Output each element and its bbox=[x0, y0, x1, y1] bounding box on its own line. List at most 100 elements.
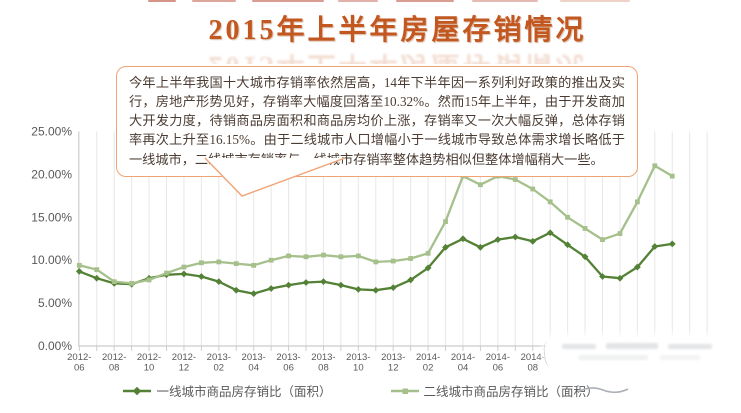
data-point-marker bbox=[581, 253, 589, 261]
data-point-marker bbox=[251, 262, 257, 268]
data-point-marker bbox=[564, 241, 572, 249]
data-point-marker bbox=[512, 177, 518, 182]
data-point-marker bbox=[443, 219, 448, 224]
data-point-marker bbox=[634, 199, 640, 205]
watermark-squiggle bbox=[577, 387, 629, 394]
data-point-marker bbox=[146, 277, 152, 283]
cropped-text-artifact bbox=[338, 0, 378, 2]
data-point-marker bbox=[337, 281, 345, 289]
data-point-marker bbox=[181, 264, 187, 270]
x-tick-label: 2014-04 bbox=[451, 352, 475, 374]
legend-marker-tier1-line-icon bbox=[123, 386, 152, 395]
x-tick-label: 2012-10 bbox=[137, 352, 161, 374]
x-tick-label: 2013-12 bbox=[381, 352, 405, 374]
chart-legend: 一线城市商品房存销比（面积） 二线城市商品房存销比（面积） bbox=[0, 381, 731, 400]
data-point-marker bbox=[250, 290, 258, 298]
data-point-marker bbox=[669, 173, 675, 179]
legend-marker-tier2-line-icon bbox=[390, 388, 419, 394]
x-tick-label: 2012-08 bbox=[102, 352, 126, 374]
data-point-marker bbox=[565, 214, 571, 220]
data-point-marker bbox=[94, 267, 100, 273]
x-tick-label: 2013-04 bbox=[242, 352, 266, 374]
data-point-marker bbox=[197, 273, 205, 280]
watermark-blur bbox=[542, 339, 739, 377]
data-point-marker bbox=[75, 267, 83, 275]
data-point-marker bbox=[459, 235, 467, 243]
y-tick-label: 25.00% bbox=[31, 125, 72, 139]
x-tick-label: 2013-08 bbox=[311, 352, 335, 374]
y-tick-label: 5.00% bbox=[38, 296, 72, 310]
data-point-marker bbox=[215, 278, 223, 286]
data-point-marker bbox=[302, 279, 310, 286]
cropped-text-artifact bbox=[560, 0, 630, 2]
x-tick-label: 2014-06 bbox=[486, 352, 510, 374]
callout-text: 今年上半年我国十大城市存销率依然居高，14年下半年因一系列利好政策的推出及实行，… bbox=[129, 75, 625, 167]
data-point-marker bbox=[286, 253, 291, 259]
data-point-marker bbox=[389, 284, 397, 292]
data-point-marker bbox=[164, 270, 169, 276]
data-point-marker bbox=[408, 256, 414, 261]
page-title: 2015年上半年房屋存销情况 bbox=[208, 15, 587, 46]
data-point-marker bbox=[494, 236, 502, 244]
data-point-marker bbox=[651, 243, 659, 250]
data-point-marker bbox=[268, 257, 274, 263]
data-point-marker bbox=[652, 163, 658, 169]
y-axis-labels: 0.00% 5.00% 10.00% 15.00% 20.00% 25.00% bbox=[31, 125, 72, 354]
data-point-marker bbox=[216, 259, 222, 265]
data-point-marker bbox=[267, 285, 275, 292]
legend-item-tier1: 一线城市商品房存销比（面积） bbox=[122, 381, 332, 400]
data-point-marker bbox=[407, 276, 415, 284]
data-point-marker bbox=[93, 274, 101, 282]
data-point-marker bbox=[546, 229, 554, 237]
data-point-marker bbox=[582, 226, 588, 231]
data-point-marker bbox=[285, 281, 292, 289]
y-tick-label: 20.00% bbox=[31, 167, 72, 181]
data-point-marker bbox=[76, 262, 82, 268]
legend-item-tier2: 二线城市商品房存销比（面积） bbox=[390, 381, 599, 400]
x-tick-label: 2012-12 bbox=[172, 352, 196, 374]
data-point-marker bbox=[180, 270, 188, 278]
legend-label-tier2: 二线城市商品房存销比（面积） bbox=[423, 385, 599, 399]
cropped-text-artifact bbox=[148, 0, 176, 2]
data-point-marker bbox=[354, 285, 362, 293]
data-point-marker bbox=[303, 254, 309, 260]
x-tick-label: 2013-10 bbox=[346, 352, 370, 374]
data-point-marker bbox=[390, 258, 396, 264]
data-point-marker bbox=[355, 253, 361, 259]
y-tick-label: 10.00% bbox=[31, 253, 72, 267]
cropped-text-artifact bbox=[192, 0, 236, 2]
data-point-marker bbox=[372, 286, 380, 294]
data-point-marker bbox=[617, 231, 623, 237]
series-tier1 bbox=[75, 229, 676, 298]
y-tick-label: 0.00% bbox=[38, 339, 72, 353]
series-tier2 bbox=[76, 163, 675, 286]
x-tick-label: 2012-06 bbox=[67, 352, 91, 374]
data-point-marker bbox=[529, 237, 537, 245]
data-point-marker bbox=[668, 240, 676, 248]
data-point-marker bbox=[129, 280, 135, 286]
legend-label-tier1: 一线城市商品房存销比（面积） bbox=[156, 385, 332, 399]
data-point-marker bbox=[442, 243, 449, 251]
data-point-marker bbox=[373, 259, 379, 265]
data-point-marker bbox=[320, 278, 327, 286]
cropped-text-artifact bbox=[472, 0, 538, 2]
cropped-text-artifact bbox=[396, 0, 454, 2]
x-tick-label: 2013-02 bbox=[207, 352, 231, 374]
data-point-marker bbox=[425, 250, 431, 256]
data-point-marker bbox=[600, 237, 605, 243]
x-tick-label: 2013-06 bbox=[276, 352, 300, 374]
callout-box: 今年上半年我国十大城市存销率依然居高，14年下半年因一系列利好政策的推出及实行，… bbox=[116, 66, 638, 177]
data-point-marker bbox=[478, 182, 483, 188]
data-point-marker bbox=[530, 186, 536, 192]
data-point-marker bbox=[321, 252, 326, 258]
x-tick-label: 2014-02 bbox=[416, 352, 440, 374]
data-point-marker bbox=[233, 261, 239, 267]
data-point-marker bbox=[424, 264, 432, 272]
data-point-marker bbox=[547, 199, 553, 205]
data-point-marker bbox=[511, 233, 519, 241]
y-tick-label: 15.00% bbox=[31, 210, 72, 224]
x-tick-label: 2014-08 bbox=[521, 352, 545, 374]
data-point-marker bbox=[198, 260, 204, 266]
cropped-text-artifact bbox=[252, 0, 324, 2]
data-point-marker bbox=[111, 279, 117, 285]
